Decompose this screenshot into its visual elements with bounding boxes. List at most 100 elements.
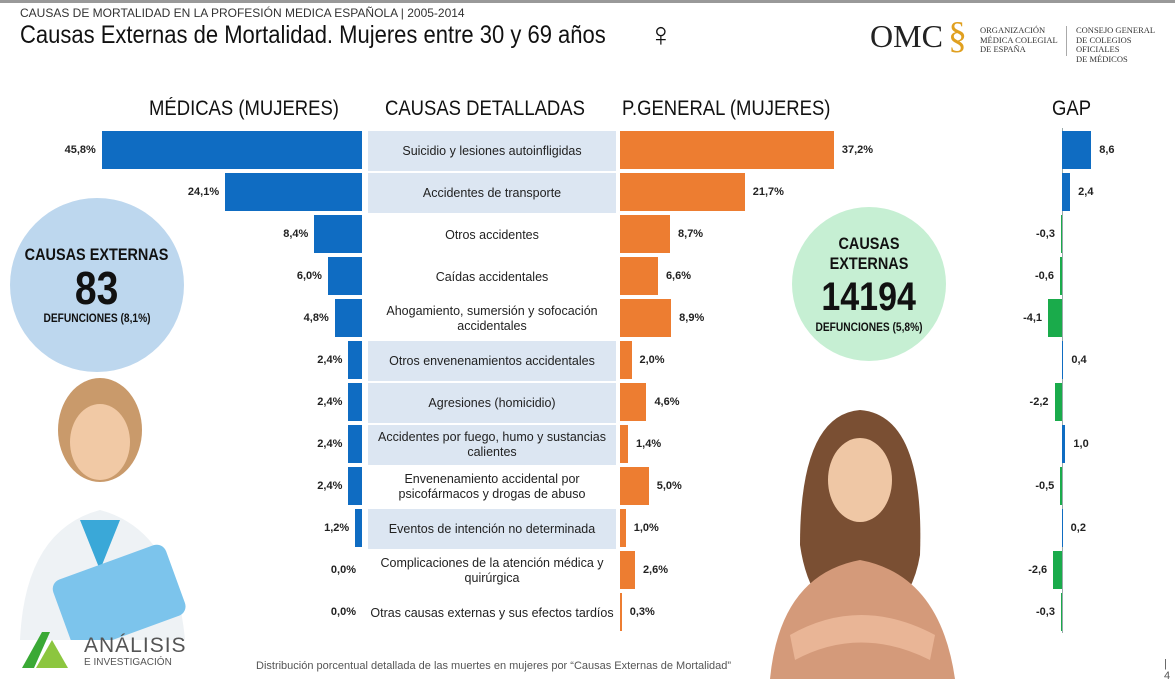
- logo-divider: [1066, 26, 1067, 56]
- cause-label: Otros envenenamientos accidentales: [368, 341, 616, 381]
- gap-bar: [1062, 509, 1063, 547]
- gap-bar: [1060, 215, 1062, 253]
- general-bar: [620, 257, 658, 295]
- medicas-value-label: 2,4%: [317, 480, 343, 492]
- female-symbol-icon: ♀: [648, 16, 674, 54]
- right-summary-circle: CAUSAS EXTERNAS 14194 DEFUNCIONES (5,8%): [792, 207, 946, 361]
- general-bar: [620, 215, 671, 253]
- general-value-label: 1,4%: [636, 438, 662, 450]
- gap-bar: [1053, 551, 1062, 589]
- general-value-label: 5,0%: [656, 480, 682, 492]
- gap-bar: [1048, 299, 1062, 337]
- medicas-value-label: 2,4%: [317, 354, 343, 366]
- cause-label: Otras causas externas y sus efectos tard…: [370, 605, 614, 620]
- general-value-label: 8,9%: [679, 312, 705, 324]
- general-bar: [620, 131, 834, 169]
- gap-value-label: 0,4: [1071, 354, 1087, 366]
- circle-title: CAUSAS EXTERNAS: [829, 234, 909, 273]
- medicas-bar: [314, 215, 362, 253]
- header-gap: GAP: [1052, 97, 1092, 120]
- org-line: ORGANIZACIÓN: [980, 25, 1046, 35]
- woman-photo: [770, 410, 955, 679]
- medicas-value-label: 0,0%: [330, 606, 356, 618]
- circle-subtitle: DEFUNCIONES (8,1%): [43, 311, 151, 325]
- medicas-value-label: 8,4%: [283, 228, 309, 240]
- cause-label: Accidentes de transporte: [368, 173, 616, 213]
- cause-label: Accidentes por fuego, humo y sustancias …: [368, 425, 616, 465]
- medicas-value-label: 24,1%: [187, 186, 220, 198]
- cause-label: Otros accidentes: [445, 227, 539, 242]
- cause-label: Complicaciones de la atención médica y q…: [380, 556, 604, 585]
- page-number: | 4: [1164, 658, 1171, 682]
- cause-label: Caídas accidentales: [435, 269, 549, 284]
- general-value-label: 37,2%: [841, 144, 874, 156]
- general-bar: [620, 383, 647, 421]
- medicas-value-label: 2,4%: [317, 438, 343, 450]
- general-value-label: 0,3%: [629, 606, 655, 618]
- medicas-bar: [225, 173, 362, 211]
- general-value-label: 21,7%: [752, 186, 784, 198]
- general-bar: [620, 341, 632, 379]
- brand-name: ANÁLISIS: [84, 634, 187, 657]
- org-line: CONSEJO GENERAL: [1076, 25, 1156, 35]
- cause-label: Envenenamiento accidental por psicofárma…: [398, 472, 586, 501]
- cause-label: Suicidio y lesiones autoinfligidas: [368, 131, 616, 171]
- medicas-value-label: 45,8%: [64, 144, 96, 156]
- medicas-bar: [348, 341, 362, 379]
- gap-bar: [1060, 593, 1062, 631]
- gap-bar: [1062, 341, 1064, 379]
- council-name: CONSEJO GENERAL DE COLEGIOS OFICIALES DE M…: [1076, 25, 1175, 64]
- gap-bar: [1059, 257, 1062, 295]
- org-line: DE MÉDICOS: [1076, 53, 1128, 64]
- cause-label: Agresiones (homicidio): [368, 383, 616, 423]
- medicas-bar: [334, 299, 362, 337]
- gap-bar: [1062, 173, 1071, 211]
- section-sign-icon: §: [948, 15, 967, 57]
- gap-bar: [1062, 425, 1066, 463]
- medicas-bar: [348, 425, 362, 463]
- general-value-label: 8,7%: [678, 228, 704, 240]
- brand-subtitle: E INVESTIGACIÓN: [84, 657, 172, 668]
- org-line: DE COLEGIOS OFICIALES: [1076, 34, 1132, 54]
- gap-value-label: 0,2: [1070, 522, 1086, 534]
- org-name: ORGANIZACIÓN MÉDICA COLEGIAL DE ESPAÑA: [980, 25, 1058, 55]
- org-line: DE ESPAÑA: [980, 44, 1026, 54]
- medicas-value-label: 6,0%: [296, 270, 322, 282]
- general-bar: [620, 509, 626, 547]
- general-bar: [620, 173, 745, 211]
- general-bar: [620, 425, 629, 463]
- gap-value-label: -0,3: [1036, 606, 1055, 618]
- gap-value-label: -0,5: [1035, 480, 1055, 492]
- brand-logo-icon: [22, 632, 68, 668]
- general-value-label: 6,6%: [665, 270, 692, 282]
- medicas-value-label: 4,8%: [303, 312, 329, 324]
- header-causas: CAUSAS DETALLADAS: [385, 97, 585, 120]
- medicas-value-label: 1,2%: [324, 522, 350, 534]
- header-medicas: MÉDICAS (MUJERES): [149, 97, 339, 120]
- medicas-value-label: 0,0%: [330, 564, 356, 576]
- circle-subtitle: DEFUNCIONES (5,8%): [815, 320, 923, 334]
- cause-label: Ahogamiento, sumersión y sofocación acci…: [386, 304, 598, 333]
- general-value-label: 2,6%: [642, 564, 669, 576]
- gap-value-label: -4,1: [1023, 312, 1043, 324]
- gap-axis: [1062, 128, 1063, 633]
- header-general: P.GENERAL (MUJERES): [622, 97, 831, 120]
- gap-value-label: 8,6: [1099, 144, 1115, 156]
- gap-value-label: -0,3: [1036, 228, 1055, 240]
- gap-value-label: -0,6: [1034, 270, 1054, 282]
- general-bar: [620, 299, 672, 337]
- medicas-bar: [327, 257, 362, 295]
- medicas-bar: [101, 131, 362, 169]
- general-bar: [620, 467, 649, 505]
- left-summary-circle: CAUSAS EXTERNAS 83 DEFUNCIONES (8,1%): [10, 198, 184, 372]
- gap-value-label: 2,4: [1078, 186, 1094, 198]
- gap-bar: [1062, 131, 1092, 169]
- circle-title: CAUSAS EXTERNAS: [25, 245, 169, 264]
- doctor-photo: [20, 378, 186, 640]
- top-rule: [0, 0, 1175, 3]
- supertitle: CAUSAS DE MORTALIDAD EN LA PROFESIÓN MED…: [20, 6, 465, 20]
- medicas-bar: [355, 509, 362, 547]
- gap-bar: [1060, 467, 1062, 505]
- general-value-label: 1,0%: [633, 522, 659, 534]
- medicas-bar: [348, 383, 362, 421]
